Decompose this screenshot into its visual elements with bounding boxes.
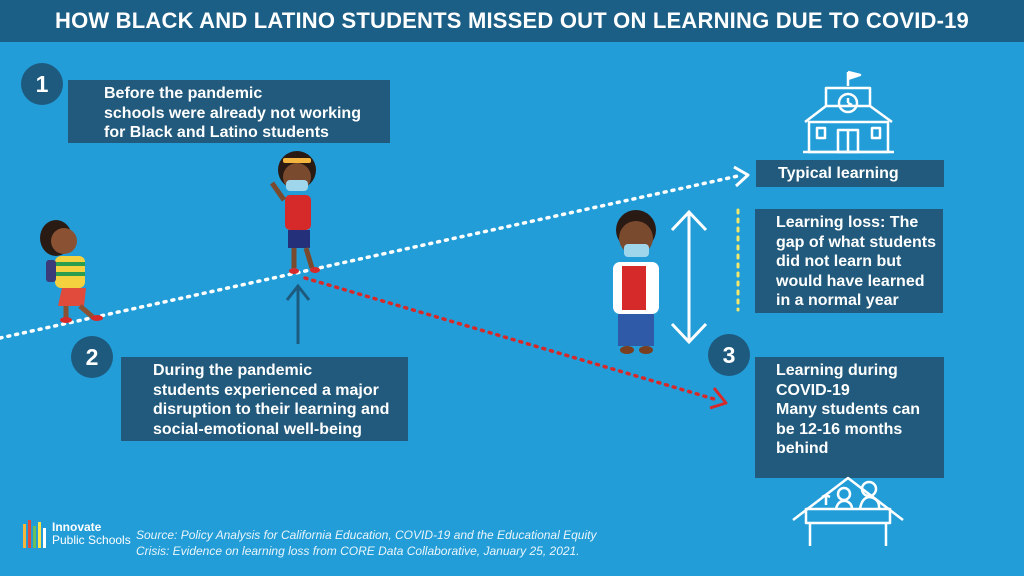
step-3-line-3: Many students can	[776, 401, 921, 418]
step-1-line-2: schools were already not working	[104, 104, 361, 122]
step-2-box: During the pandemic students experienced…	[121, 357, 408, 441]
masked-boy-figure	[613, 210, 659, 354]
logo-line-2: Public Schools	[52, 533, 131, 547]
step-2-line-2: students experienced a major	[153, 381, 379, 399]
walking-girl-figure	[40, 220, 103, 323]
learning-loss-box: Learning loss: The gap of what students …	[755, 209, 943, 313]
step-1-line-1: Before the pandemic	[104, 85, 263, 102]
learning-loss-line-5: in a normal year	[776, 292, 899, 309]
source-line-1: Source: Policy Analysis for California E…	[136, 528, 597, 542]
typical-learning-line	[0, 174, 740, 340]
learning-loss-line-4: would have learned	[776, 272, 925, 290]
typical-learning-arrowhead	[733, 165, 750, 188]
learning-loss-line-1: Learning loss: The	[776, 214, 919, 231]
covid-learning-line	[303, 276, 716, 401]
typical-learning-label: Typical learning	[778, 165, 899, 182]
step-3-line-2: COVID-19	[776, 381, 850, 399]
step-2-line-3: disruption to their learning and	[153, 401, 390, 418]
step-1-box: Before the pandemic schools were already…	[68, 80, 390, 143]
double-arrow-icon	[670, 209, 708, 345]
learning-loss-line-2: gap of what students	[776, 233, 936, 251]
step-2-line-1: During the pandemic	[153, 362, 313, 379]
step-2-badge: 2	[71, 336, 113, 378]
covid-learning-arrowhead	[709, 387, 728, 410]
logo-line-1: Innovate	[52, 520, 102, 534]
step-3-box: Learning during COVID-19 Many students c…	[755, 357, 944, 478]
masked-girl-figure	[269, 151, 320, 274]
step-3-line-1: Learning during	[776, 362, 898, 379]
step-2-line-4: social-emotional well-being	[153, 420, 362, 438]
step-1-line-3: for Black and Latino students	[104, 124, 329, 141]
step-3-badge: 3	[708, 334, 750, 376]
step-3-line-4: be 12-16 months	[776, 420, 903, 438]
step-1-badge: 1	[21, 63, 63, 105]
step-3-line-5: behind	[776, 440, 829, 457]
learning-loss-line-3: did not learn but	[776, 253, 902, 270]
logo-text: Innovate Public Schools	[52, 521, 131, 547]
source-citation: Source: Policy Analysis for California E…	[136, 527, 696, 559]
page-title: HOW BLACK AND LATINO STUDENTS MISSED OUT…	[0, 0, 1024, 42]
up-arrow-icon	[285, 283, 311, 344]
source-line-2: Crisis: Evidence on learning loss from C…	[136, 544, 580, 558]
typical-learning-box: Typical learning	[756, 160, 944, 187]
